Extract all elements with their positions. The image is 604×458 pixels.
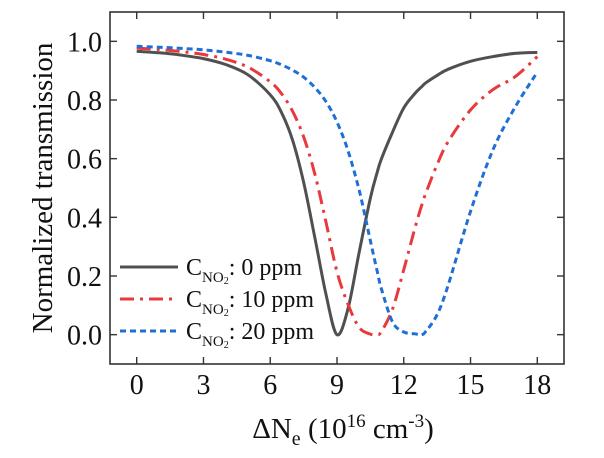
x-tick-label: 3 (196, 370, 210, 401)
legend-label-part: NO (202, 270, 224, 286)
x-axis-label-sup: 16 (347, 411, 366, 432)
y-tick-label: 1.0 (67, 27, 102, 58)
series-line-1 (136, 46, 539, 337)
legend-label-part: : 20 ppm (229, 319, 315, 345)
legend-label-part: : 10 ppm (229, 287, 315, 313)
legend-label-part: C (186, 319, 202, 345)
legend-label-part: NO (202, 302, 224, 318)
x-axis-label-unit: cm (366, 413, 409, 445)
legend-label-2: CNO2: 20 ppm (186, 319, 314, 351)
legend-label-part: 2 (224, 308, 229, 319)
x-tick-label: 12 (390, 370, 418, 401)
x-tick-label: 9 (330, 370, 344, 401)
legend-label-part: NO (202, 334, 224, 350)
y-tick-label: 0.0 (67, 321, 102, 352)
legend-label-0: CNO2: 0 ppm (186, 255, 302, 287)
x-tick-label: 6 (263, 370, 277, 401)
series-lines (136, 44, 539, 337)
plot-frame-group (109, 11, 565, 365)
x-axis-label-main: ΔN (252, 413, 292, 445)
plot-frame (109, 11, 565, 365)
x-tick-label: 18 (523, 370, 551, 401)
y-axis-ticks: 0.0 0.2 0.4 0.6 0.8 1.0 (67, 27, 564, 352)
x-axis-label-sub: e (292, 428, 301, 450)
legend-label-part: C (186, 255, 202, 281)
y-tick-label: 0.8 (67, 86, 102, 117)
legend-label-part: C (186, 287, 202, 313)
y-tick-label: 0.4 (67, 203, 102, 234)
series-line-2 (136, 44, 539, 337)
y-axis-label: Normalized transmission (27, 42, 59, 333)
x-tick-label: 0 (130, 370, 144, 401)
legend-label-part: : 0 ppm (229, 255, 303, 281)
series-line-0 (136, 49, 538, 337)
y-tick-label: 0.6 (67, 145, 102, 176)
x-axis-label: ΔNe (1016 cm-3) (252, 411, 434, 450)
x-axis-label-unit-sup: -3 (408, 411, 424, 432)
y-tick-label: 0.2 (67, 262, 102, 293)
legend-label-part: 2 (224, 276, 229, 287)
legend-label-1: CNO2: 10 ppm (186, 287, 314, 319)
x-tick-label: 15 (457, 370, 485, 401)
x-axis-ticks: 0 3 6 9 12 15 18 (130, 12, 551, 401)
x-axis-label-close: ) (424, 413, 434, 445)
legend-label-part: 2 (224, 340, 229, 351)
x-axis-label-rest: (10 (301, 413, 347, 445)
